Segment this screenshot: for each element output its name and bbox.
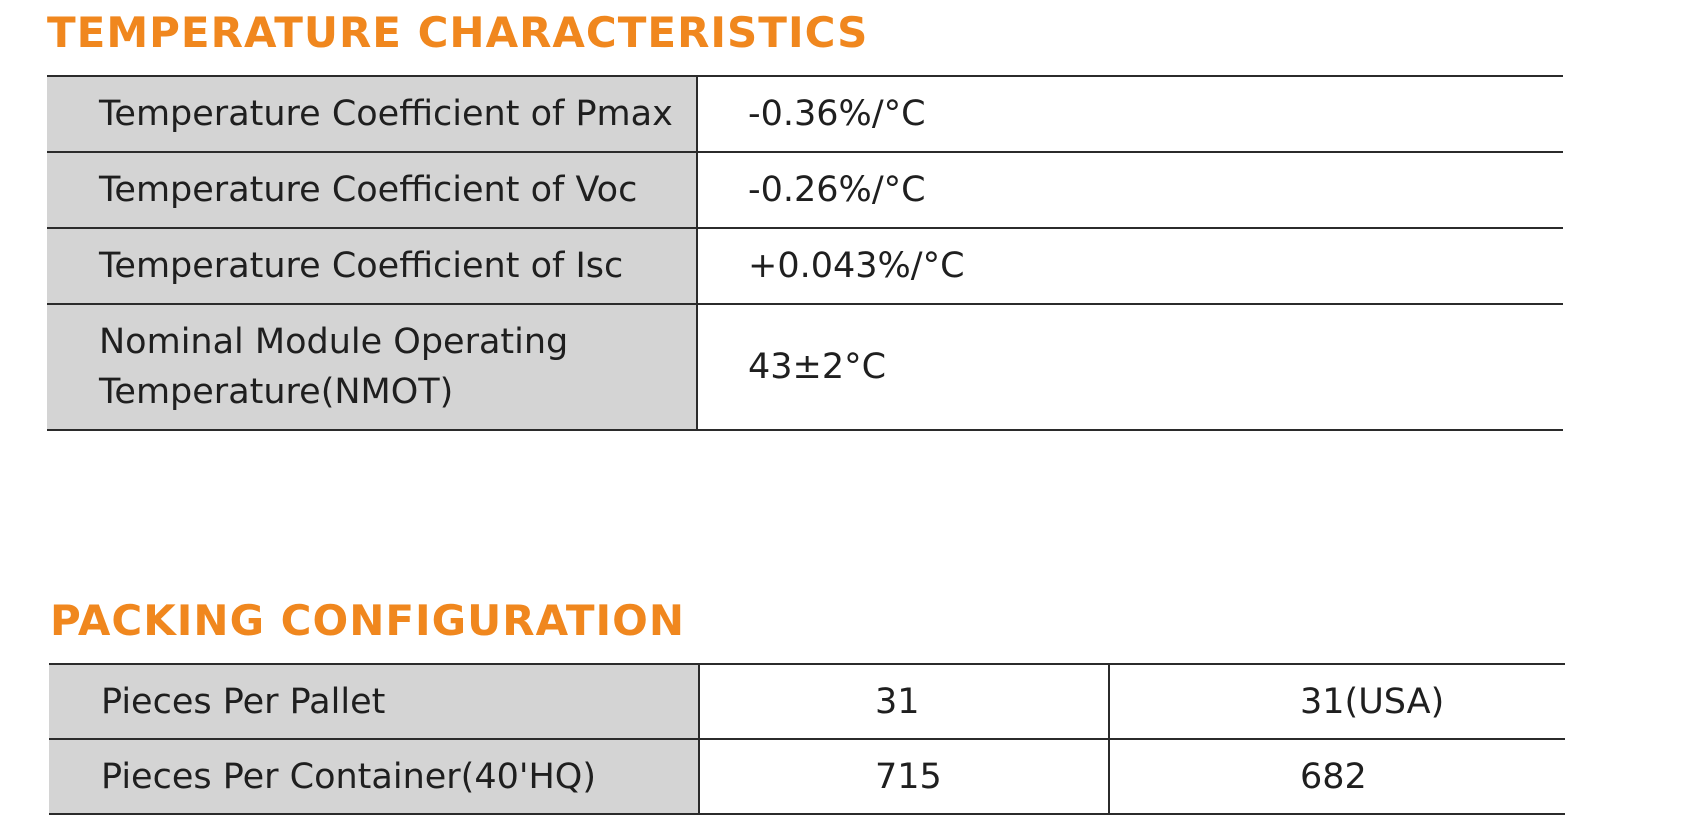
voc-coefficient-value: -0.26%/°C [697, 151, 1563, 229]
table-row: Temperature Coefficient of Isc +0.043%/°… [47, 227, 1563, 305]
pmax-coefficient-value: -0.36%/°C [697, 75, 1563, 153]
nmot-label-line-1: Nominal Module Operating [99, 322, 569, 362]
nmot-label: Nominal Module Operating Temperature(NMO… [47, 303, 698, 431]
packing-section-title: PACKING CONFIGURATION [50, 596, 685, 645]
pmax-coefficient-label: Temperature Coefficient of Pmax [47, 75, 698, 153]
table-row: Pieces Per Pallet 31 31(USA) [49, 663, 1565, 740]
packing-table: Pieces Per Pallet 31 31(USA) Pieces Per … [49, 663, 1565, 815]
nmot-value: 43±2°C [697, 303, 1563, 431]
voc-coefficient-label: Temperature Coefficient of Voc [47, 151, 698, 229]
pieces-per-container-label: Pieces Per Container(40'HQ) [49, 738, 700, 815]
table-row: Temperature Coefficient of Voc -0.26%/°C [47, 151, 1563, 229]
isc-coefficient-value: +0.043%/°C [697, 227, 1563, 305]
nmot-label-line-2: Temperature(NMOT) [99, 372, 454, 412]
pieces-per-container-alt-value: 682 [1109, 738, 1565, 815]
table-row: Pieces Per Container(40'HQ) 715 682 [49, 738, 1565, 815]
table-row: Nominal Module Operating Temperature(NMO… [47, 303, 1563, 431]
isc-coefficient-label: Temperature Coefficient of Isc [47, 227, 698, 305]
pieces-per-container-value: 715 [699, 738, 1110, 815]
pieces-per-pallet-usa-value: 31(USA) [1109, 663, 1565, 740]
pieces-per-pallet-label: Pieces Per Pallet [49, 663, 700, 740]
temperature-section-title: TEMPERATURE CHARACTERISTICS [47, 8, 869, 57]
temperature-table: Temperature Coefficient of Pmax -0.36%/°… [47, 75, 1563, 431]
table-row: Temperature Coefficient of Pmax -0.36%/°… [47, 75, 1563, 153]
pieces-per-pallet-value: 31 [699, 663, 1110, 740]
